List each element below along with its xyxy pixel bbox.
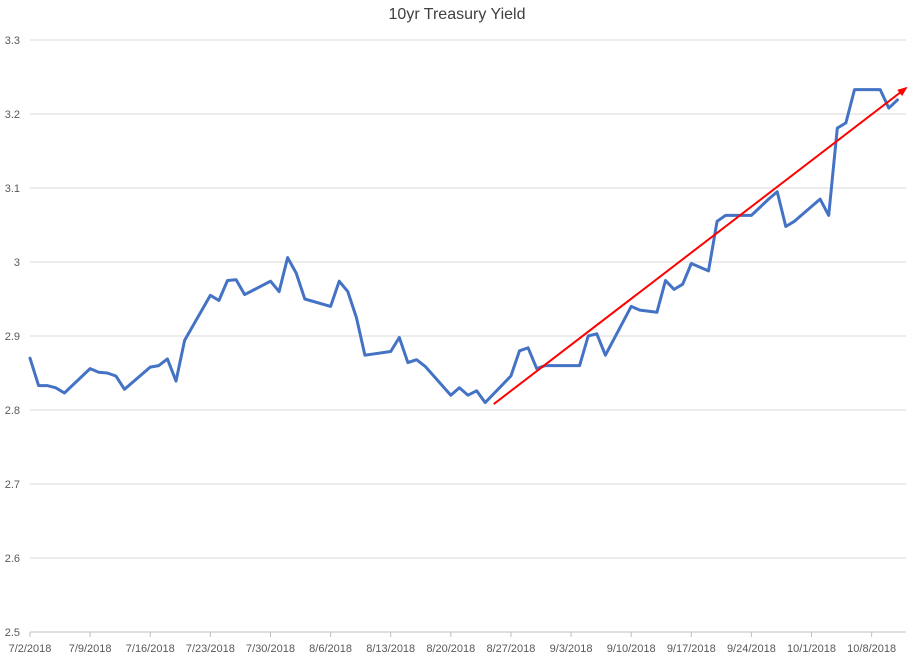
- x-tick-label: 7/30/2018: [246, 643, 295, 655]
- y-tick-label: 3.1: [5, 183, 20, 195]
- x-tick-label: 8/6/2018: [309, 643, 352, 655]
- x-tick-label: 7/16/2018: [126, 643, 175, 655]
- y-tick-label: 3.2: [5, 109, 20, 121]
- x-tick-label: 8/27/2018: [486, 643, 535, 655]
- y-tick-label: 2.9: [5, 331, 20, 343]
- x-tick-label: 9/10/2018: [607, 643, 656, 655]
- y-tick-label: 2.8: [5, 405, 20, 417]
- y-axis-ticks: 2.5 2.6 2.7 2.8 2.9 3 3.1 3.2 3.3: [5, 35, 20, 639]
- series-line: [28, 88, 899, 405]
- chart-title: 10yr Treasury Yield: [389, 6, 526, 23]
- y-tick-label: 2.7: [5, 479, 20, 491]
- y-tick-label: 3: [14, 257, 20, 269]
- y-tick-label: 3.3: [5, 35, 20, 47]
- y-tick-label: 2.5: [5, 627, 20, 639]
- x-tick-label: 9/3/2018: [550, 643, 593, 655]
- x-tick-label: 7/2/2018: [9, 643, 52, 655]
- x-tick-label: 7/9/2018: [69, 643, 112, 655]
- x-tick-label: 10/1/2018: [787, 643, 836, 655]
- gridlines: [30, 39, 906, 633]
- x-axis-ticks: 7/2/2018 7/9/2018 7/16/2018 7/23/2018 7/30/2…: [9, 632, 896, 655]
- y-tick-label: 2.6: [5, 553, 20, 565]
- x-tick-label: 10/8/2018: [847, 643, 896, 655]
- annotations: [493, 86, 908, 405]
- trend-arrow: [493, 86, 908, 405]
- x-tick-label: 8/20/2018: [426, 643, 475, 655]
- x-tick-label: 8/13/2018: [366, 643, 415, 655]
- x-tick-label: 9/24/2018: [727, 643, 776, 655]
- x-tick-label: 9/17/2018: [667, 643, 716, 655]
- x-tick-label: 7/23/2018: [186, 643, 235, 655]
- series-group: [28, 88, 899, 405]
